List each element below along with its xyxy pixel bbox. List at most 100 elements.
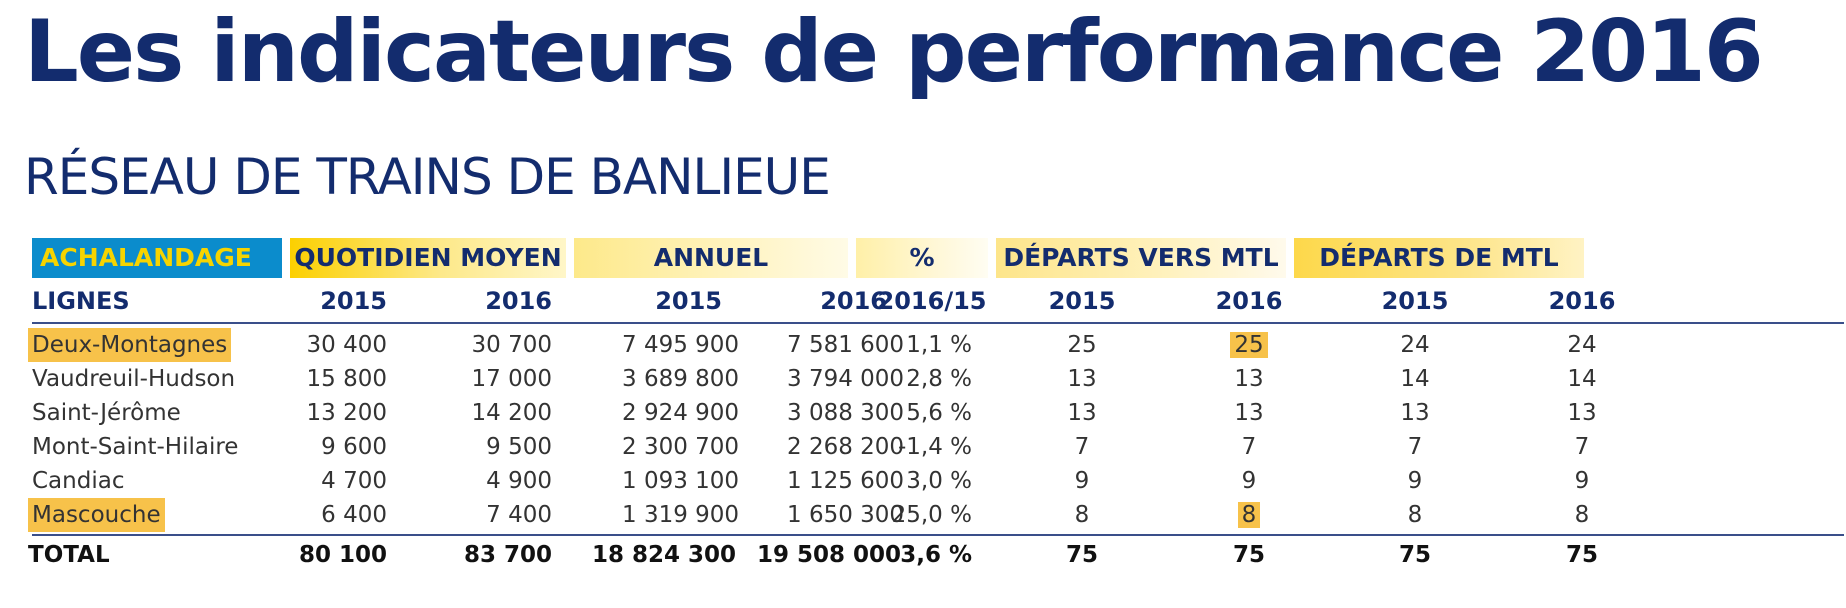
cell-dd2016: 7 [1574,434,1590,460]
col-header-pct: 2016/15 [877,287,987,315]
total-a2016: 19 508 000 [757,542,902,568]
col-header-dv2015: 2015 [1048,287,1116,315]
table-row: Mont-Saint-Hilaire 9 600 9 500 2 300 700… [32,430,1844,464]
cell-dv2015: 7 [1074,434,1090,460]
table-row: Saint-Jérôme 13 200 14 200 2 924 900 3 0… [32,396,1844,430]
column-header-row: LIGNES 2015 2016 2015 2016 2016/15 2015 … [32,284,1844,318]
cell-q2016: 7 400 [486,502,552,528]
row-line-name: Mascouche [28,498,165,532]
cell-dd2015: 24 [1400,332,1430,358]
cell-a2016: 7 581 600 [787,332,905,358]
section-subtitle: RÉSEAU DE TRAINS DE BANLIEUE [24,148,831,206]
cell-pct: 3,0 % [906,468,972,494]
group-header-achalandage: ACHALANDAGE [32,238,282,278]
cell-a2015: 2 924 900 [622,400,740,426]
row-line-name: Candiac [32,468,125,494]
table-row: Candiac 4 700 4 900 1 093 100 1 125 600 … [32,464,1844,498]
cell-dv2016: 13 [1234,366,1264,392]
total-dv2015: 75 [1065,542,1098,568]
total-dd2016: 75 [1565,542,1598,568]
cell-q2016: 9 500 [486,434,552,460]
cell-q2015: 30 400 [306,332,387,358]
col-header-a2016: 2016 [820,287,887,315]
cell-dv2016: 13 [1234,400,1264,426]
cell-q2016: 14 200 [471,400,552,426]
total-q2016: 83 700 [463,542,552,568]
cell-dv2015: 13 [1067,400,1097,426]
cell-pct: -1,4 % [897,434,972,460]
cell-dv2015: 25 [1067,332,1097,358]
cell-q2015: 6 400 [321,502,387,528]
cell-a2015: 1 319 900 [622,502,740,528]
cell-q2015: 13 200 [306,400,387,426]
cell-q2016: 4 900 [486,468,552,494]
cell-a2015: 3 689 800 [622,366,740,392]
total-dv2016: 75 [1232,542,1265,568]
total-a2015: 18 824 300 [592,542,737,568]
cell-q2015: 15 800 [306,366,387,392]
total-dd2015: 75 [1398,542,1431,568]
col-header-lignes: LIGNES [32,287,130,315]
col-header-q2016: 2016 [485,287,552,315]
cell-a2015: 1 093 100 [622,468,740,494]
cell-dv2015: 13 [1067,366,1097,392]
col-header-q2015: 2015 [320,287,387,315]
cell-a2016: 3 088 300 [787,400,905,426]
cell-dd2015: 8 [1407,502,1423,528]
cell-pct: 25,0 % [891,502,972,528]
header-divider [32,322,1844,324]
group-header-quotidien-moyen: QUOTIDIEN MOYEN [290,238,566,278]
row-line-name: Saint-Jérôme [32,400,181,426]
cell-dv2016: 7 [1241,434,1257,460]
col-header-dd2016: 2016 [1548,287,1616,315]
table-row: Vaudreuil-Hudson 15 800 17 000 3 689 800… [32,362,1844,396]
group-header-annuel: ANNUEL [574,238,848,278]
cell-dv2016: 8 [1199,498,1299,532]
cell-dd2015: 7 [1407,434,1423,460]
cell-dv2016: 9 [1241,468,1257,494]
group-header-departs-de-mtl: DÉPARTS DE MTL [1294,238,1584,278]
cell-q2016: 30 700 [471,332,552,358]
col-header-dv2016: 2016 [1215,287,1283,315]
group-header-departs-vers-mtl: DÉPARTS VERS MTL [996,238,1286,278]
performance-table: ACHALANDAGE QUOTIDIEN MOYEN ANNUEL % DÉP… [28,236,1844,576]
row-line-name: Deux-Montagnes [28,328,232,362]
cell-dd2016: 8 [1574,502,1590,528]
table-row: Mascouche 6 400 7 400 1 319 900 1 650 30… [28,498,1844,532]
table-row: Deux-Montagnes 30 400 30 700 7 495 900 7… [28,328,1844,362]
row-line-name: Mont-Saint-Hilaire [32,434,239,460]
group-header-percent: % [856,238,988,278]
cell-a2015: 7 495 900 [622,332,740,358]
cell-dd2015: 13 [1400,400,1430,426]
cell-dv2015: 9 [1074,468,1090,494]
cell-pct: 2,8 % [906,366,972,392]
cell-a2016: 1 125 600 [787,468,905,494]
cell-pct: 5,6 % [906,400,972,426]
total-q2015: 80 100 [298,542,387,568]
cell-dd2015: 14 [1400,366,1430,392]
total-divider [32,534,1844,536]
cell-a2015: 2 300 700 [622,434,740,460]
highlighted-value: 25 [1230,332,1268,358]
total-label: TOTAL [28,542,110,568]
cell-dv2015: 8 [1074,502,1090,528]
cell-pct: 1,1 % [906,332,972,358]
cell-dd2016: 24 [1567,332,1597,358]
cell-dd2015: 9 [1407,468,1423,494]
cell-q2015: 9 600 [321,434,387,460]
total-row: TOTAL 80 100 83 700 18 824 300 19 508 00… [28,538,1844,572]
cell-q2016: 17 000 [471,366,552,392]
cell-a2016: 3 794 000 [787,366,905,392]
cell-dv2016: 25 [1199,328,1299,362]
page-title: Les indicateurs de performance 2016 [24,2,1764,102]
cell-a2016: 2 268 200 [787,434,905,460]
cell-dd2016: 13 [1567,400,1597,426]
col-header-dd2015: 2015 [1381,287,1449,315]
cell-a2016: 1 650 300 [787,502,905,528]
cell-dd2016: 14 [1567,366,1597,392]
row-line-name: Vaudreuil-Hudson [32,366,236,392]
cell-dd2016: 9 [1574,468,1590,494]
cell-q2015: 4 700 [321,468,387,494]
total-pct: 3,6 % [900,542,972,568]
col-header-a2015: 2015 [655,287,722,315]
